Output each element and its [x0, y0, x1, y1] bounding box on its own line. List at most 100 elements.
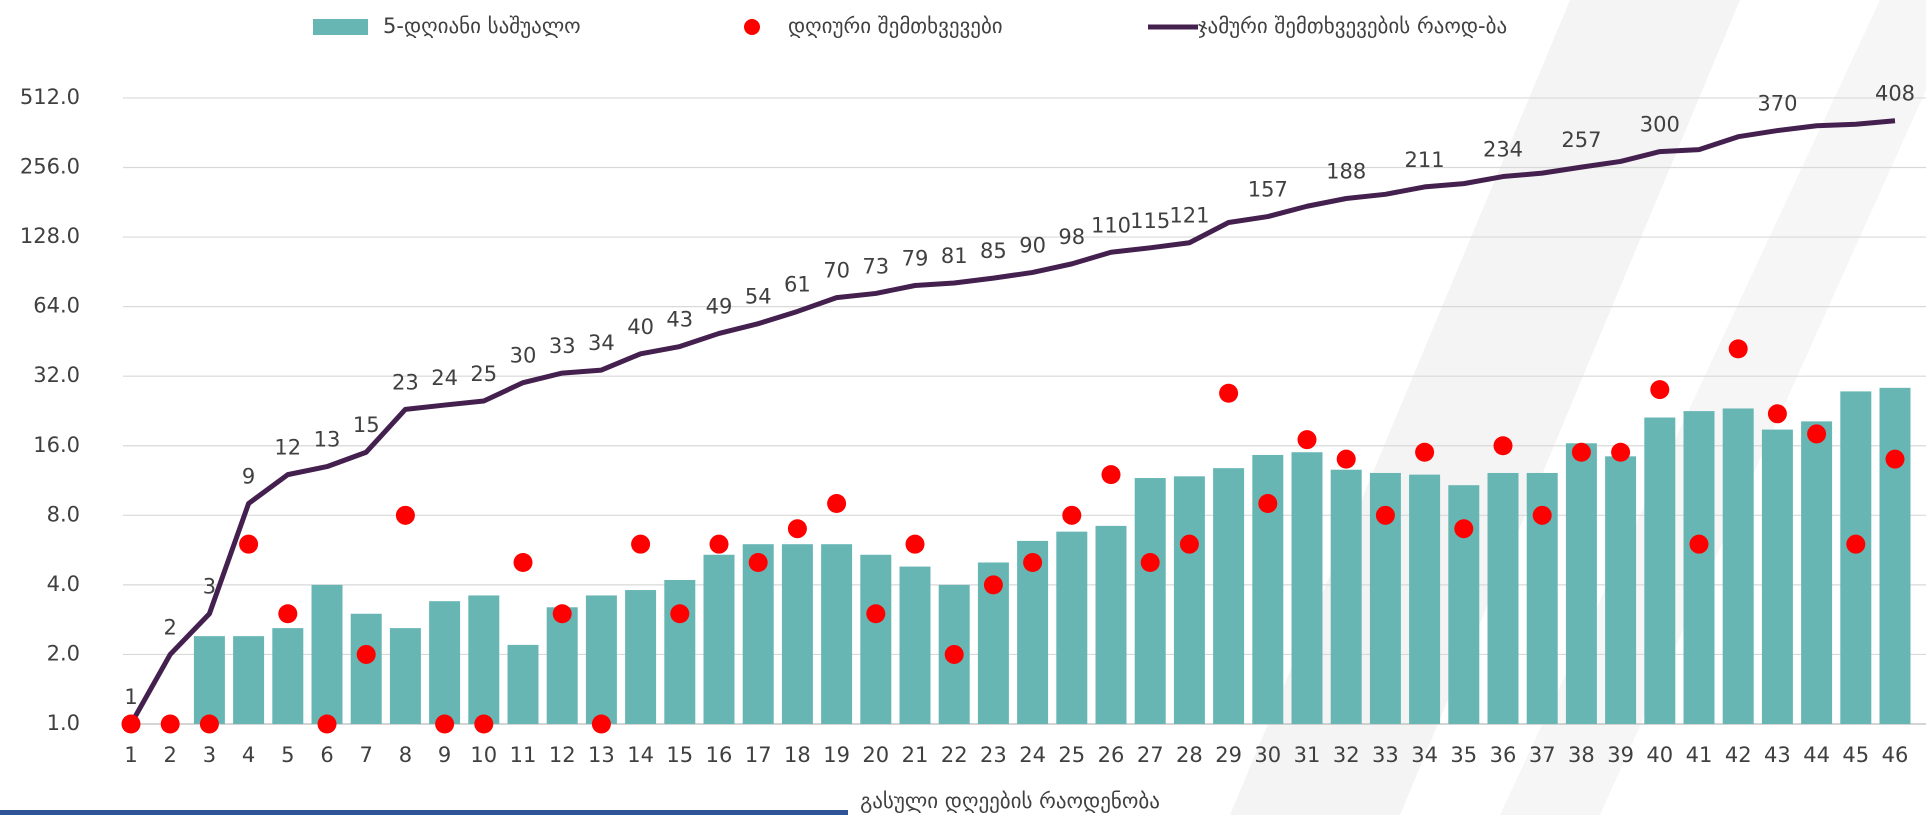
bar — [1644, 417, 1676, 724]
bar — [821, 544, 853, 724]
bar — [1409, 474, 1441, 724]
data-label: 90 — [1019, 233, 1046, 257]
daily-dot — [474, 714, 494, 734]
daily-dot — [1297, 430, 1317, 450]
data-label: 12 — [274, 436, 301, 460]
x-tick-label: 14 — [627, 743, 654, 767]
y-tick-label: 8.0 — [47, 502, 80, 526]
legend-label: ჯამური შემთხვევების რაოდ-ბა — [1198, 14, 1507, 38]
daily-dot — [1767, 404, 1787, 424]
daily-dot — [1179, 534, 1199, 554]
marks — [121, 118, 1911, 734]
y-tick-label: 16.0 — [33, 433, 80, 457]
x-axis-title: გასული დღეების რაოდენობა — [860, 789, 1160, 813]
data-label: 300 — [1640, 113, 1680, 137]
daily-dot — [1571, 442, 1591, 462]
y-tick-label: 128.0 — [20, 224, 80, 248]
x-tick-label: 2 — [164, 743, 177, 767]
bar — [781, 544, 813, 724]
x-tick-label: 11 — [510, 743, 537, 767]
daily-dot — [591, 714, 611, 734]
x-tick-label: 39 — [1607, 743, 1634, 767]
x-tick-label: 30 — [1254, 743, 1281, 767]
legend-swatch — [744, 19, 760, 35]
bar — [1330, 469, 1362, 724]
data-label: 30 — [510, 344, 537, 368]
daily-dot — [278, 604, 298, 624]
x-tick-label: 20 — [862, 743, 889, 767]
bar — [193, 636, 225, 724]
bar — [546, 607, 578, 724]
daily-dot — [1885, 449, 1905, 469]
data-label: 3 — [203, 575, 216, 599]
bar — [585, 595, 617, 724]
x-tick-label: 13 — [588, 743, 615, 767]
y-tick-label: 1.0 — [47, 711, 80, 735]
daily-dot — [317, 714, 337, 734]
data-label: 211 — [1405, 148, 1445, 172]
daily-dot — [1454, 519, 1474, 539]
legend-label: 5-დღიანი საშუალო — [383, 14, 581, 38]
daily-dot — [1101, 465, 1121, 485]
daily-dot — [1062, 505, 1082, 525]
x-tick-label: 26 — [1098, 743, 1125, 767]
x-tick-label: 10 — [470, 743, 497, 767]
bar — [1565, 443, 1597, 724]
x-tick-label: 4 — [242, 743, 255, 767]
y-tick-label: 512.0 — [20, 85, 80, 109]
x-tick-label: 38 — [1568, 743, 1595, 767]
x-tick-label: 9 — [438, 743, 451, 767]
x-tick-label: 1 — [124, 743, 137, 767]
bar — [468, 595, 500, 724]
bar — [1761, 429, 1793, 724]
data-label: 24 — [431, 366, 458, 390]
x-tick-label: 6 — [320, 743, 333, 767]
daily-dot — [356, 644, 376, 664]
bar — [272, 628, 304, 724]
data-label: 257 — [1561, 128, 1601, 152]
daily-dot — [1375, 505, 1395, 525]
data-label: 61 — [784, 272, 811, 296]
x-tick-label: 3 — [203, 743, 216, 767]
bar — [703, 554, 735, 724]
daily-dot — [631, 534, 651, 554]
x-tick-label: 40 — [1646, 743, 1673, 767]
x-tick-label: 7 — [360, 743, 373, 767]
bar — [664, 579, 696, 724]
data-label: 70 — [823, 259, 850, 283]
x-tick-label: 25 — [1058, 743, 1085, 767]
bar — [507, 644, 539, 724]
bar — [1173, 476, 1205, 724]
daily-dot — [1532, 505, 1552, 525]
bar — [1840, 391, 1872, 724]
bar — [1213, 468, 1245, 724]
data-label: 81 — [941, 244, 968, 268]
daily-dot — [1650, 380, 1670, 400]
x-tick-label: 17 — [745, 743, 772, 767]
data-label: 73 — [862, 254, 889, 278]
daily-dot — [670, 604, 690, 624]
daily-dot — [983, 575, 1003, 595]
x-tick-label: 15 — [666, 743, 693, 767]
data-label: 15 — [353, 413, 380, 437]
daily-dot — [1611, 442, 1631, 462]
daily-dot — [787, 519, 807, 539]
bar — [1487, 472, 1519, 724]
x-tick-label: 21 — [902, 743, 929, 767]
bar — [742, 544, 774, 724]
x-tick-label: 46 — [1882, 743, 1909, 767]
daily-dot — [1023, 552, 1043, 572]
daily-dot — [160, 714, 180, 734]
cumulative-line — [128, 118, 1896, 726]
x-tick-label: 27 — [1137, 743, 1164, 767]
data-label: 23 — [392, 370, 419, 394]
x-tick-label: 12 — [549, 743, 576, 767]
daily-dot — [1258, 493, 1278, 513]
data-label: 25 — [470, 362, 497, 386]
y-tick-label: 4.0 — [47, 572, 80, 596]
bar — [389, 628, 421, 724]
daily-dot — [1689, 534, 1709, 554]
data-label: 408 — [1875, 82, 1915, 106]
daily-dot — [944, 644, 964, 664]
